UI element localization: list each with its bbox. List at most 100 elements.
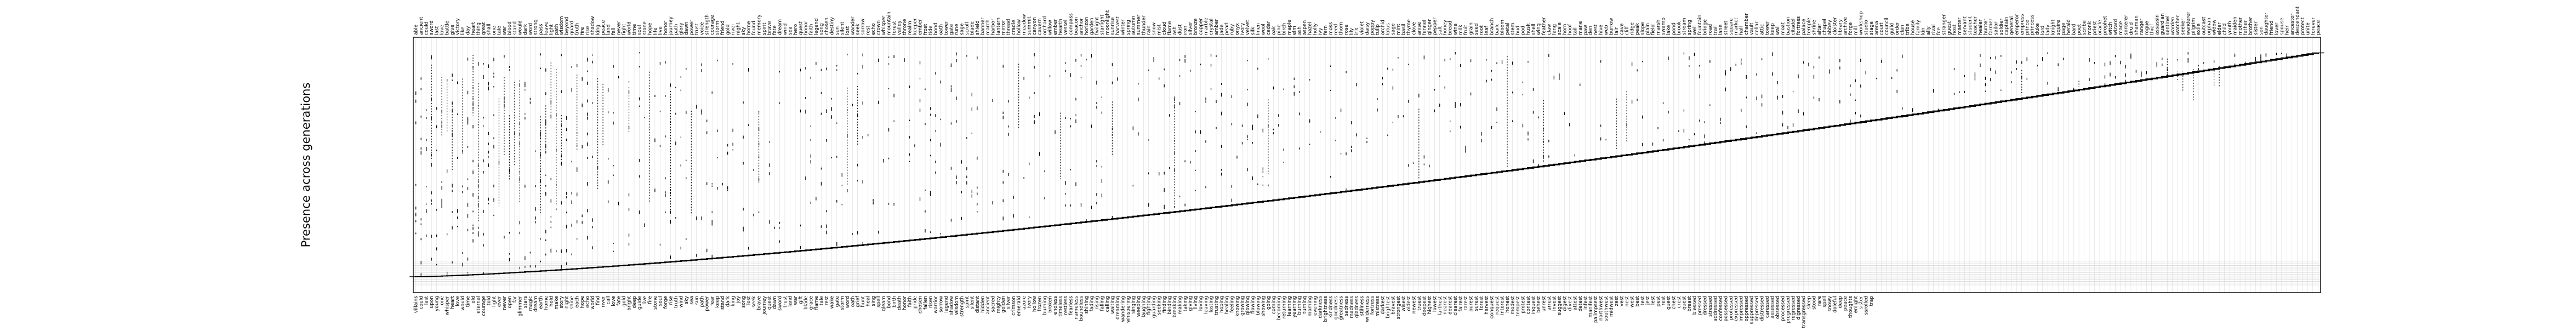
bottom-tick-label: progressed bbox=[1786, 296, 1791, 323]
top-tick-label: canyon bbox=[1032, 17, 1038, 35]
bottom-tick-label: strongest bbox=[1396, 296, 1401, 319]
bottom-tick-label: surest bbox=[1474, 296, 1479, 311]
top-tick-label: orphan bbox=[2207, 18, 2212, 35]
bottom-tick-label: suggest bbox=[1557, 296, 1563, 316]
top-tick-label: strength bbox=[705, 14, 710, 35]
bottom-tick-label: knowing bbox=[1235, 296, 1240, 317]
top-tick-label: summer bbox=[1136, 15, 1142, 35]
top-tick-label: lover bbox=[2274, 22, 2279, 35]
bottom-tick-label: confessed bbox=[1718, 296, 1724, 321]
bottom-tick-label: old bbox=[471, 296, 476, 304]
top-tick-label: river bbox=[731, 24, 736, 35]
top-tick-label: attic bbox=[1760, 24, 1765, 35]
bottom-tick-label: bravest bbox=[1390, 296, 1396, 315]
top-tick-label: winter bbox=[1120, 19, 1126, 35]
top-tick-label: seed bbox=[1474, 24, 1479, 35]
bottom-tick-label: spell bbox=[876, 296, 882, 307]
top-tick-label: iron bbox=[1183, 26, 1188, 35]
top-tick-label: slope bbox=[1640, 22, 1646, 35]
bottom-tick-label: home bbox=[544, 296, 549, 310]
top-tick-label: beyond bbox=[565, 17, 570, 36]
bottom-tick-label: emerald bbox=[1017, 296, 1022, 316]
bottom-tick-label: fire bbox=[647, 296, 653, 304]
bottom-tick-label: regressed bbox=[1791, 296, 1797, 320]
top-tick-label: trail bbox=[1713, 25, 1718, 35]
bottom-tick-label: grace bbox=[808, 296, 814, 310]
top-tick-label: rest bbox=[866, 25, 871, 35]
bottom-tick-label: laughing bbox=[1141, 296, 1147, 317]
bottom-tick-label: stars bbox=[523, 296, 528, 308]
top-tick-label: beacon bbox=[1074, 17, 1079, 35]
top-tick-label: sage bbox=[959, 23, 965, 35]
top-tick-label: thunder bbox=[1141, 15, 1147, 35]
bottom-tick-label: lowest bbox=[1432, 296, 1438, 312]
bottom-tick-label: wandering bbox=[1120, 296, 1126, 322]
top-tick-label: hope bbox=[647, 22, 653, 35]
top-tick-label: dust bbox=[1178, 24, 1183, 35]
top-tick-label: lily bbox=[1349, 27, 1355, 35]
top-tick-label: altar bbox=[1817, 24, 1822, 35]
top-tick-label: hearth bbox=[1058, 19, 1064, 35]
top-tick-label: ridge bbox=[1630, 22, 1635, 35]
top-tick-label: peace bbox=[2316, 20, 2321, 35]
top-tick-label: family bbox=[1916, 20, 1921, 35]
top-tick-label: time bbox=[632, 24, 637, 35]
bottom-tick-label: sister bbox=[1859, 296, 1864, 310]
top-tick-label: moat bbox=[1781, 22, 1786, 35]
bottom-tick-label: waiting bbox=[1110, 296, 1115, 314]
bottom-tick-label: detest bbox=[1578, 296, 1583, 312]
top-tick-label: hero bbox=[793, 24, 799, 35]
bottom-tick-label: brave bbox=[757, 296, 762, 310]
top-tick-label: anise bbox=[1417, 22, 1422, 35]
bottom-tick-label: professed bbox=[1729, 296, 1734, 320]
top-tick-label: sunrise bbox=[1110, 17, 1115, 35]
bottom-tick-label: becoming bbox=[1276, 296, 1282, 320]
top-tick-label: dark bbox=[523, 24, 528, 35]
top-tick-label: captain bbox=[2004, 17, 2009, 35]
top-tick-label: descendant bbox=[2295, 6, 2300, 35]
top-tick-label: honor bbox=[803, 21, 809, 35]
bottom-tick-label: processed bbox=[1781, 296, 1786, 321]
top-tick-label: compass bbox=[1069, 13, 1074, 35]
top-tick-label: child bbox=[2222, 24, 2228, 35]
top-tick-label: violet bbox=[1360, 21, 1365, 35]
top-tick-label: soldier bbox=[1999, 19, 2004, 35]
bottom-tick-label: young bbox=[435, 296, 440, 311]
bottom-tick-label: frozen bbox=[1038, 296, 1043, 311]
bottom-tick-label: deep bbox=[632, 296, 637, 309]
bottom-tick-label: truth bbox=[674, 296, 679, 308]
top-tick-label: lady bbox=[2045, 24, 2051, 35]
bottom-tick-label: rest bbox=[824, 296, 830, 306]
bottom-tick-label: find bbox=[596, 296, 601, 305]
top-tick-label: silk bbox=[1250, 26, 1256, 35]
bottom-tick-label: highest bbox=[1427, 296, 1433, 315]
bottom-tick-label: calling bbox=[1105, 296, 1110, 312]
top-tick-label: elder bbox=[2217, 22, 2222, 35]
bottom-tick-label: gladness bbox=[1354, 296, 1360, 318]
bottom-tick-label: broken bbox=[1048, 296, 1053, 313]
top-tick-label: peace bbox=[601, 20, 606, 35]
bottom-tick-label: turning bbox=[1302, 296, 1308, 313]
top-tick-label: one bbox=[492, 26, 497, 35]
top-tick-label: lake bbox=[1666, 25, 1672, 35]
bottom-tick-label: ssrolled bbox=[1863, 296, 1869, 315]
bottom-tick-label: sword bbox=[778, 296, 783, 311]
top-tick-label: sister bbox=[2253, 21, 2259, 35]
top-tick-label: marsh bbox=[1656, 20, 1661, 35]
top-tick-label: path bbox=[554, 24, 560, 35]
top-tick-label: harbor bbox=[990, 19, 996, 35]
bottom-tick-label: newest bbox=[1411, 296, 1417, 314]
top-tick-label: garden bbox=[1089, 18, 1095, 35]
bottom-tick-label: madness bbox=[1349, 296, 1355, 318]
bottom-tick-label: shining bbox=[1084, 296, 1090, 314]
bottom-tick-label: faith bbox=[908, 296, 913, 307]
top-tick-label: brother bbox=[2248, 17, 2254, 35]
top-tick-label: wander bbox=[850, 16, 856, 35]
top-tick-label: monk bbox=[2087, 21, 2093, 35]
top-tick-label: stranger bbox=[1942, 14, 1947, 35]
top-tick-label: thyme bbox=[1406, 19, 1412, 35]
bottom-tick-label: hold bbox=[549, 296, 554, 306]
top-tick-label: summit bbox=[1027, 16, 1033, 35]
top-tick-label: watcher bbox=[2175, 15, 2181, 35]
top-tick-label: ranger bbox=[2139, 19, 2145, 35]
